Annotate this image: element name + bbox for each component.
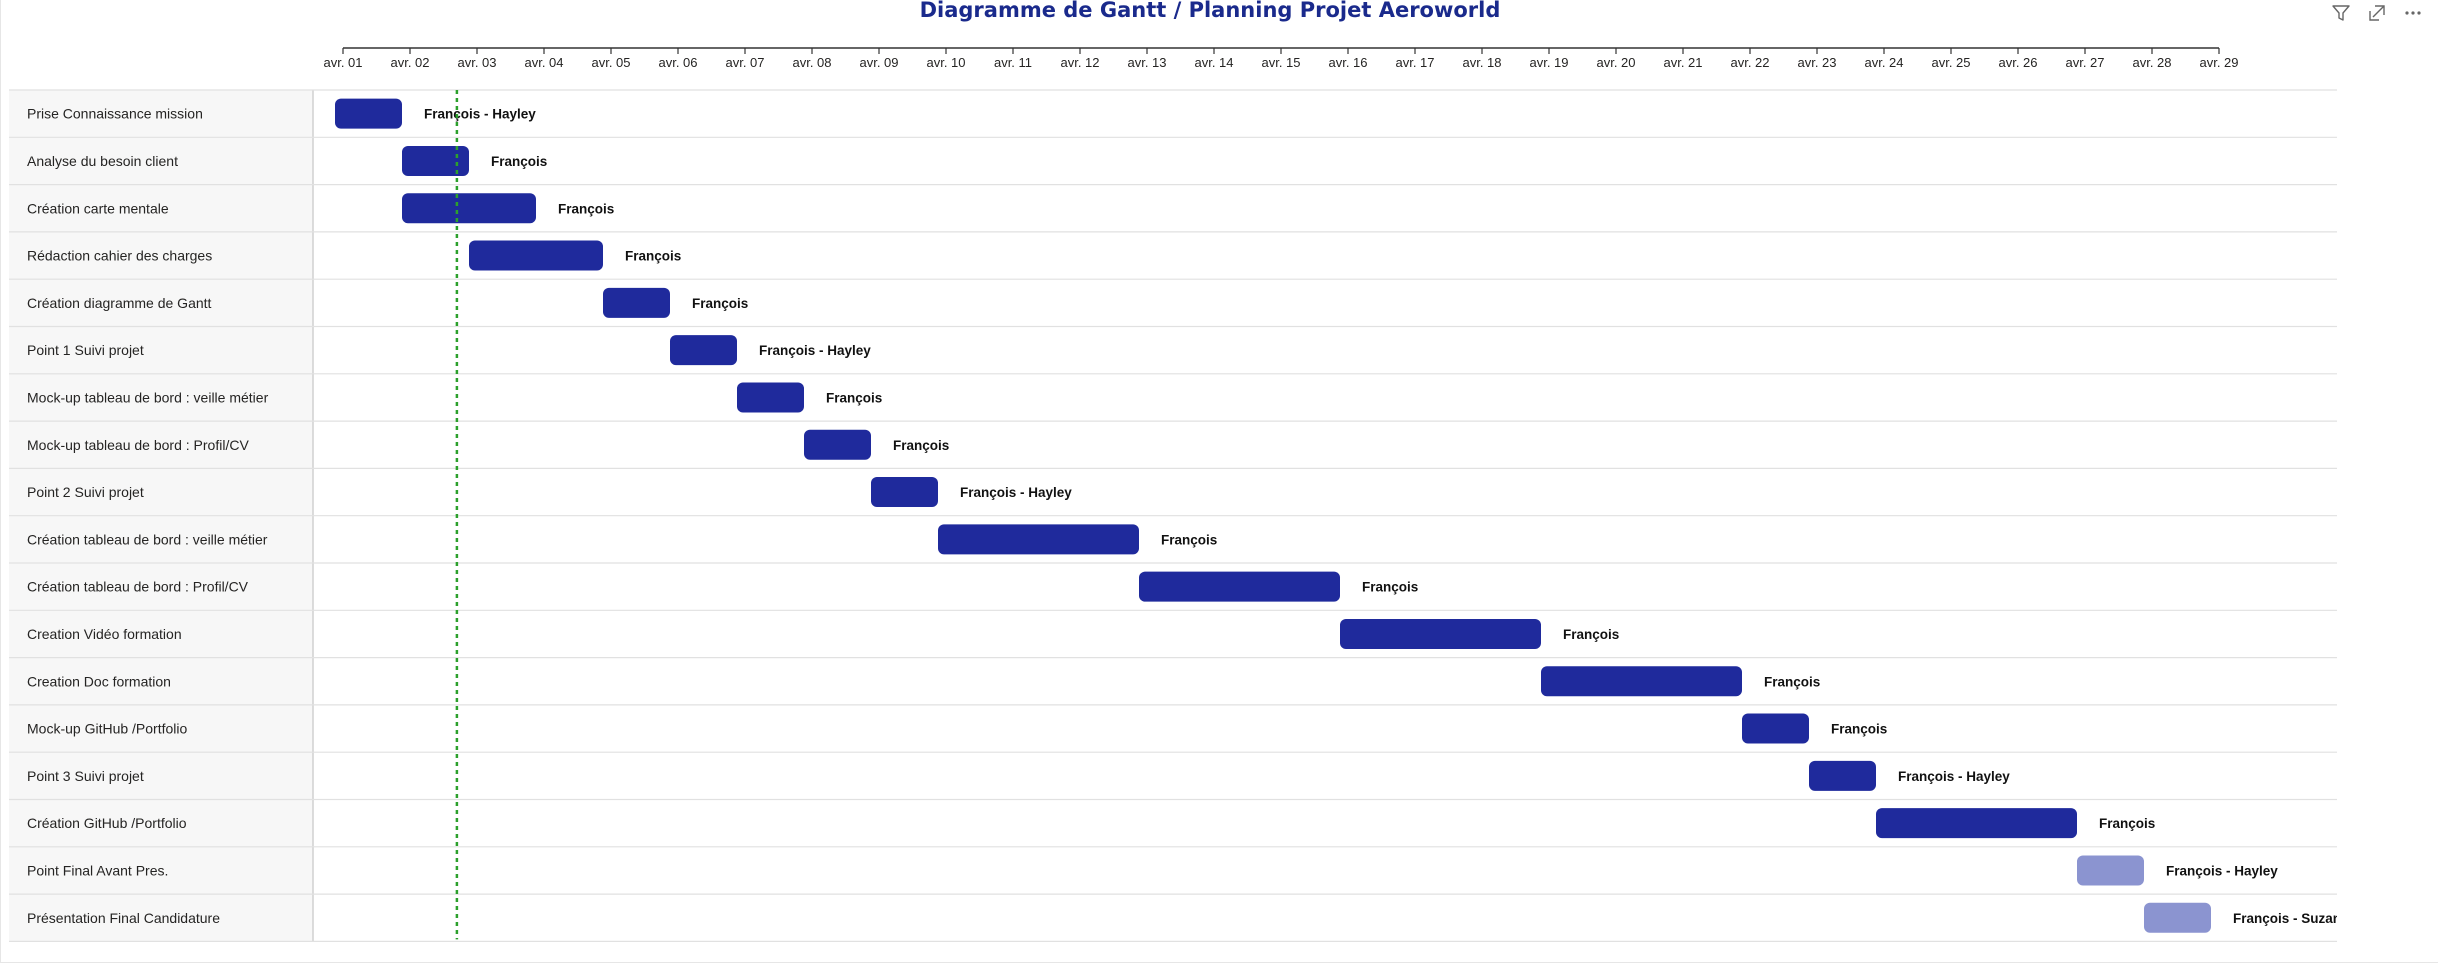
task-resource-label: François - Hayley: [1898, 769, 2010, 784]
task-bar[interactable]: [804, 429, 871, 460]
task-name-label: Création tableau de bord : Profil/CV: [27, 579, 249, 595]
task-bar[interactable]: [871, 477, 938, 508]
task-bar[interactable]: [402, 193, 536, 224]
task-resource-label: François: [625, 249, 681, 264]
plot-right-mask: [2337, 90, 2438, 944]
task-bar[interactable]: [1340, 618, 1541, 649]
x-axis-tick-label: avr. 25: [1931, 55, 1970, 70]
x-axis-tick-label: avr. 14: [1194, 55, 1233, 70]
task-resource-label: François - Hayley: [759, 343, 871, 358]
task-bar[interactable]: [938, 524, 1139, 555]
x-axis-tick-label: avr. 09: [859, 55, 898, 70]
task-name-label: Création tableau de bord : veille métier: [27, 531, 268, 547]
x-axis-tick-label: avr. 03: [457, 55, 496, 70]
task-resource-label: François: [1362, 580, 1418, 595]
task-name-label: Creation Vidéo formation: [27, 626, 182, 642]
task-name-label: Prise Connaissance mission: [27, 106, 203, 122]
task-bar[interactable]: [1541, 666, 1742, 697]
visual-header-toolbar: [2330, 2, 2424, 24]
task-bar[interactable]: [603, 287, 670, 318]
task-bar[interactable]: [402, 145, 469, 176]
x-axis-tick-label: avr. 08: [792, 55, 831, 70]
task-resource-label: François: [1161, 532, 1217, 547]
task-resource-label: François - Hayley: [960, 485, 1072, 500]
task-resource-label: François: [2099, 816, 2155, 831]
task-name-label: Point 2 Suivi projet: [27, 484, 144, 500]
task-bar[interactable]: [1876, 808, 2077, 839]
task-bar[interactable]: [469, 240, 603, 271]
task-resource-label: François - Hayley: [424, 107, 536, 122]
task-bar[interactable]: [2077, 855, 2144, 886]
task-resource-label: François: [491, 154, 547, 169]
task-name-label: Mock-up GitHub /Portfolio: [27, 721, 187, 737]
filter-icon[interactable]: [2330, 2, 2352, 24]
task-resource-label: François: [1831, 722, 1887, 737]
task-name-label: Point 1 Suivi projet: [27, 342, 144, 358]
task-resource-label: François: [1563, 627, 1619, 642]
task-bar[interactable]: [2144, 902, 2211, 933]
task-bar[interactable]: [1809, 760, 1876, 791]
task-name-label: Création diagramme de Gantt: [27, 295, 212, 311]
task-bar[interactable]: [737, 382, 804, 413]
task-name-label: Création carte mentale: [27, 200, 169, 216]
x-axis-tick-label: avr. 27: [2065, 55, 2104, 70]
task-bar[interactable]: [1139, 571, 1340, 602]
x-axis-tick-label: avr. 21: [1663, 55, 1702, 70]
x-axis-tick-label: avr. 15: [1261, 55, 1300, 70]
task-resource-label: François: [692, 296, 748, 311]
task-name-label: Mock-up tableau de bord : veille métier: [27, 389, 269, 405]
task-name-label: Présentation Final Candidature: [27, 910, 220, 926]
x-axis-tick-label: avr. 10: [926, 55, 965, 70]
task-name-label: Mock-up tableau de bord : Profil/CV: [27, 437, 249, 453]
task-name-label: Point 3 Suivi projet: [27, 768, 144, 784]
x-axis-tick-label: avr. 01: [323, 55, 362, 70]
task-name-label: Rédaction cahier des charges: [27, 248, 212, 264]
task-name-label: Création GitHub /Portfolio: [27, 815, 187, 831]
task-resource-label: François: [558, 201, 614, 216]
x-axis-tick-label: avr. 12: [1060, 55, 1099, 70]
task-name-label: Creation Doc formation: [27, 673, 171, 689]
x-axis-tick-label: avr. 20: [1596, 55, 1635, 70]
task-bar[interactable]: [1742, 713, 1809, 744]
x-axis-tick-label: avr. 22: [1730, 55, 1769, 70]
task-name-label: Point Final Avant Pres.: [27, 862, 168, 878]
x-axis-tick-label: avr. 17: [1395, 55, 1434, 70]
x-axis-tick-label: avr. 04: [524, 55, 563, 70]
x-axis-tick-label: avr. 28: [2132, 55, 2171, 70]
task-resource-label: François: [1764, 674, 1820, 689]
x-axis-tick-label: avr. 26: [1998, 55, 2037, 70]
x-axis-tick-label: avr. 19: [1529, 55, 1568, 70]
x-axis-tick-label: avr. 11: [994, 55, 1032, 70]
more-options-icon[interactable]: [2402, 2, 2424, 24]
task-resource-label: François - Suzan: [2233, 911, 2341, 926]
task-resource-label: François: [826, 390, 882, 405]
x-axis-tick-label: avr. 02: [390, 55, 429, 70]
focus-mode-icon[interactable]: [2366, 2, 2388, 24]
x-axis-tick-label: avr. 06: [658, 55, 697, 70]
x-axis-tick-label: avr. 23: [1797, 55, 1836, 70]
task-name-label: Analyse du besoin client: [27, 153, 178, 169]
task-resource-label: François: [893, 438, 949, 453]
task-bar[interactable]: [335, 98, 402, 129]
x-axis-tick-label: avr. 05: [591, 55, 630, 70]
task-resource-label: François - Hayley: [2166, 863, 2278, 878]
x-axis-tick-label: avr. 13: [1127, 55, 1166, 70]
x-axis-tick-label: avr. 18: [1462, 55, 1501, 70]
chart-title: Diagramme de Gantt / Planning Projet Aer…: [919, 0, 1501, 22]
x-axis-tick-label: avr. 24: [1864, 55, 1903, 70]
x-axis-tick-label: avr. 29: [2199, 55, 2238, 70]
x-axis-tick-label: avr. 07: [725, 55, 764, 70]
x-axis-tick-label: avr. 16: [1328, 55, 1367, 70]
task-bar[interactable]: [670, 335, 737, 366]
